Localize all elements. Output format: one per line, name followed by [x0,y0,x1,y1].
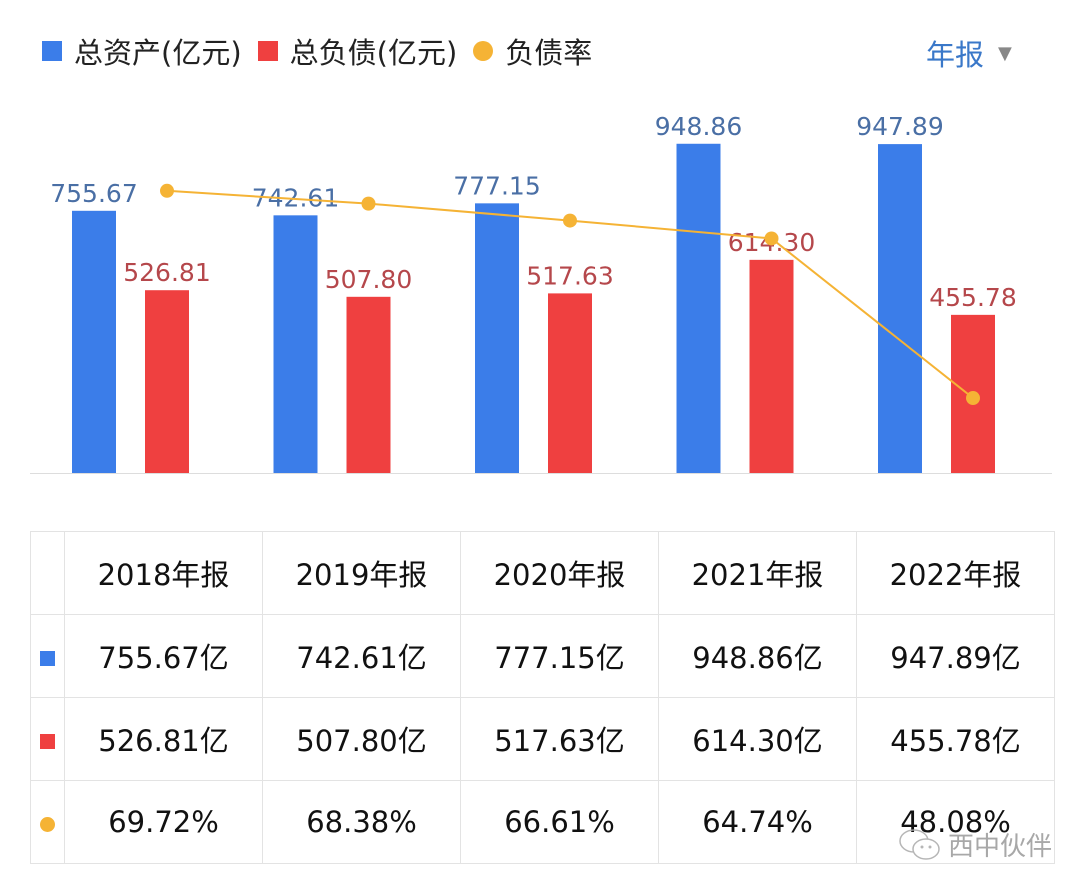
legend-label: 负债率 [505,36,593,70]
marker-cell [30,697,65,781]
legend-item-assets[interactable]: 总资产(亿元) [42,30,242,72]
table-cell: 68.38% [262,780,461,864]
legend-item-ratio[interactable]: 负债率 [473,30,592,72]
assets-data-label: 777.15 [453,171,540,200]
table-cell: 948.86亿 [658,614,857,698]
table-cell: 755.67亿 [64,614,263,698]
assets-bar [878,144,922,473]
ratio-point [361,196,376,211]
table-cell: 69.72% [64,780,263,864]
orange-dot-icon [473,41,494,61]
ratio-point [764,231,779,246]
ratio-point [563,213,577,228]
table-cell: 777.15亿 [460,614,659,698]
liabilities-data-label: 507.80 [325,265,412,294]
liabilities-bar [749,259,794,473]
column-header: 2022年报 [856,531,1055,615]
ratio-point [966,391,980,406]
table-cell: 507.80亿 [262,697,461,781]
column-header: 2019年报 [262,531,461,615]
table-cell: 947.89亿 [856,614,1055,698]
assets-data-label: 755.67 [50,179,137,208]
table-cell: 742.61亿 [262,614,461,698]
assets-bar [676,143,721,473]
period-selector[interactable]: 年报 ▼ [926,32,1012,74]
corner-cell [30,531,65,615]
assets-bar [273,215,318,473]
table-cell: 66.61% [460,780,659,864]
assets-bar [72,210,116,473]
table-cell: 517.63亿 [460,697,659,781]
blue-square-icon [42,41,62,61]
table-cell: 64.74% [658,780,857,864]
legend-label: 总资产(亿元) [74,36,242,70]
assets-data-label: 947.89 [856,112,943,141]
data-table: 2018年报 2019年报 2020年报 2021年报 2022年报 755.67亿 74… [30,531,1055,864]
red-square-icon [40,734,55,749]
liabilities-bar [346,296,391,473]
watermark-text: 西中伙伴 [948,832,1053,862]
red-square-icon [257,41,278,61]
table-cell: 614.30亿 [658,697,857,781]
table-row: 755.67亿 742.61亿 777.15亿 948.86亿 947.89亿 [30,614,1055,698]
assets-bar [475,203,519,473]
liabilities-data-label: 526.81 [123,258,210,287]
table-row: 69.72% 68.38% 66.61% 64.74% 48.08% [30,780,1055,864]
blue-square-icon [40,651,55,666]
legend-item-liabilities[interactable]: 总负债(亿元) [257,30,458,72]
orange-dot-icon [40,817,55,832]
legend: 总资产(亿元) 总负债(亿元) 负债率 [42,30,608,72]
table-header-row: 2018年报 2019年报 2020年报 2021年报 2022年报 [30,531,1055,615]
table-row: 526.81亿 507.80亿 517.63亿 614.30亿 455.78亿 [30,697,1055,781]
table-cell: 455.78亿 [856,697,1055,781]
liabilities-bar [145,290,189,473]
table-cell: 526.81亿 [64,697,263,781]
column-header: 2020年报 [460,531,659,615]
assets-data-label: 948.86 [655,112,742,141]
period-label: 年报 [926,38,985,72]
liabilities-data-label: 517.63 [526,261,613,290]
liabilities-data-label: 455.78 [929,283,1016,312]
legend-label: 总负债(亿元) [289,36,458,70]
wechat-icon [899,828,940,860]
column-header: 2021年报 [658,531,857,615]
column-header: 2018年报 [64,531,263,615]
table-cell: 48.08% [856,780,1055,864]
marker-cell [30,780,65,864]
marker-cell [30,614,65,698]
triangle-down-icon: ▼ [998,42,1012,64]
liabilities-bar [548,293,592,473]
ratio-point [160,183,174,198]
watermark: 西中伙伴 [898,826,1052,863]
chart: 755.67526.81742.61507.80777.15517.63948.… [30,112,1052,474]
